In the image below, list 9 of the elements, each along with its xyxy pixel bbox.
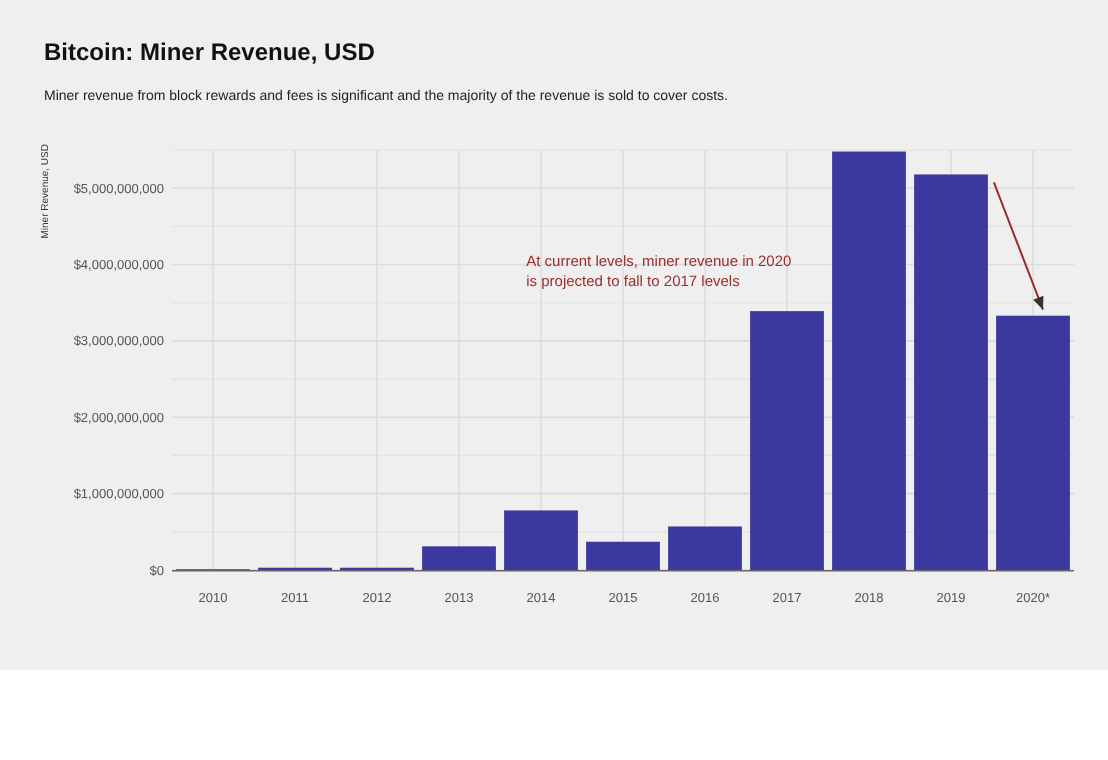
- bar: [422, 546, 496, 570]
- bar: [504, 510, 578, 570]
- bar: [668, 526, 742, 570]
- bar: [750, 311, 824, 570]
- bar: [914, 174, 988, 570]
- bar: [996, 315, 1070, 570]
- bar: [586, 541, 660, 570]
- chart-title: Bitcoin: Miner Revenue, USD: [44, 38, 376, 66]
- bar: [832, 151, 906, 570]
